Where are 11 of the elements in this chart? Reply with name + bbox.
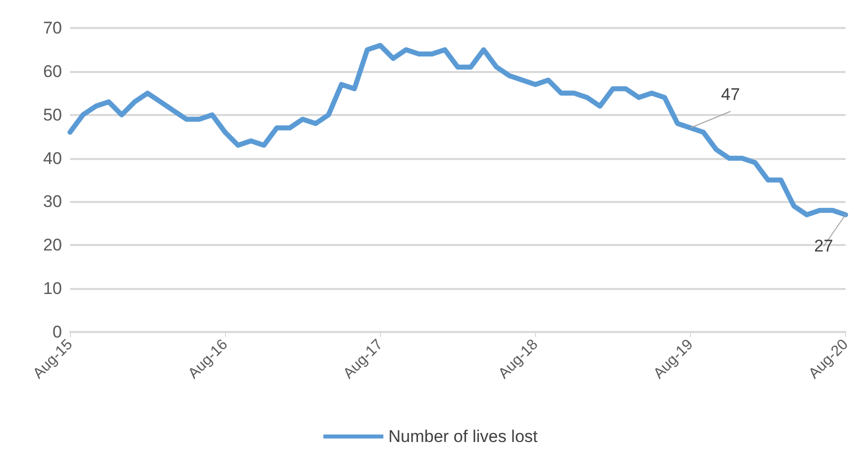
y-tick-label: 10	[43, 279, 62, 298]
y-tick-label: 20	[43, 236, 62, 255]
y-tick-label: 50	[43, 105, 62, 124]
y-tick-label: 0	[52, 322, 62, 342]
data-label: 47	[721, 84, 740, 104]
data-label: 27	[814, 236, 834, 256]
y-tick-label: 40	[43, 148, 62, 168]
legend-label: Number of lives lost	[388, 427, 538, 446]
y-tick-label: 70	[43, 18, 62, 38]
y-tick-label: 30	[43, 192, 62, 212]
y-tick-label: 60	[43, 62, 62, 81]
